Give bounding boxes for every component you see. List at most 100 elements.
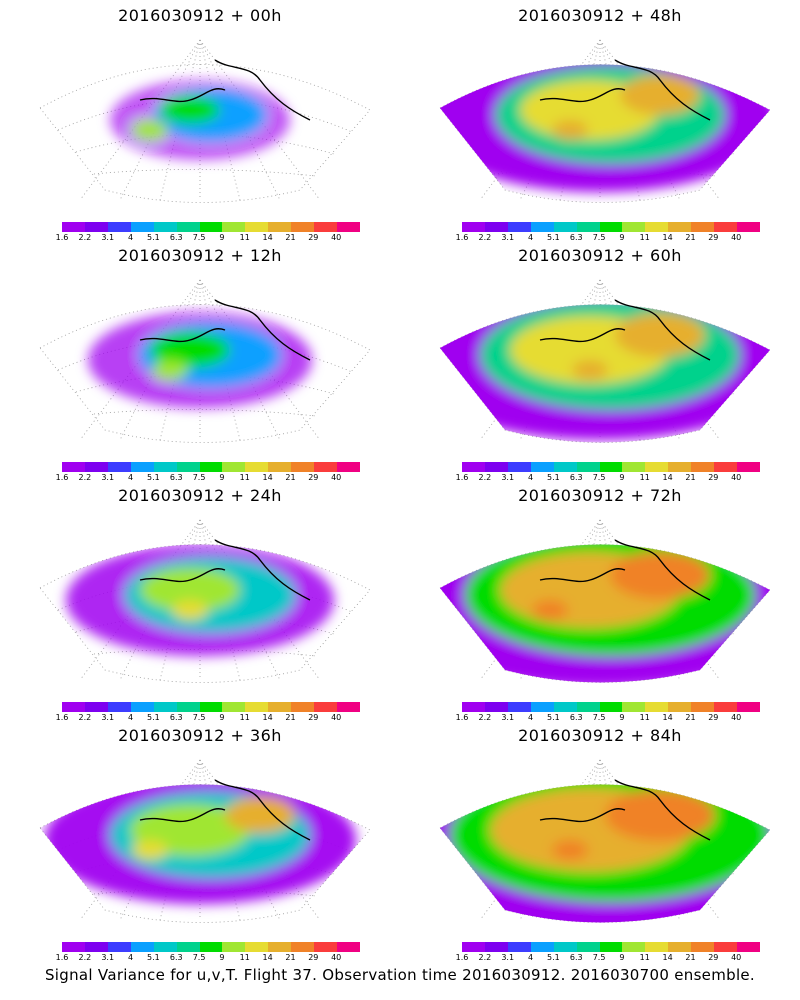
colorbar-label: 5.1 (147, 953, 160, 962)
colorbar-label: 1.6 (455, 233, 469, 242)
variance-map (439, 759, 771, 923)
colorbar-label: 29 (308, 473, 319, 482)
panel-title: 2016030912 + 24h (118, 486, 282, 505)
colorbar-swatch (153, 222, 177, 232)
colorbar-label: 6.3 (569, 713, 583, 722)
variance-map (439, 519, 771, 683)
colorbar-swatch (84, 222, 108, 232)
panel-title: 2016030912 + 00h (118, 6, 282, 25)
variance-map (39, 759, 371, 923)
coastline (539, 539, 711, 601)
colorbar-label: 7.5 (192, 473, 206, 482)
panel-title: 2016030912 + 72h (518, 486, 682, 505)
colorbar-label: 11 (639, 473, 650, 482)
colorbar-swatch (268, 702, 292, 712)
colorbar-swatch (622, 942, 646, 952)
colorbar-label: 4 (527, 953, 534, 962)
variance-map (439, 279, 771, 443)
colorbar-swatch (245, 942, 269, 952)
colorbar-label: 29 (708, 473, 719, 482)
colorbar-swatch (84, 462, 108, 472)
colorbar-label: 11 (239, 233, 250, 242)
colorbar-swatch (737, 702, 760, 712)
colorbar-label: 3.1 (501, 233, 515, 242)
colorbar-swatch (84, 702, 108, 712)
colorbar-label: 7.5 (592, 713, 606, 722)
colorbar-swatch (268, 222, 292, 232)
colorbar-label: 14 (662, 953, 673, 962)
colorbar-swatch (462, 462, 485, 472)
coastline (139, 779, 311, 841)
colorbar-swatch (645, 462, 669, 472)
colorbar-label: 4 (127, 473, 134, 482)
colorbar-swatch (314, 462, 338, 472)
colorbar (62, 702, 360, 712)
colorbar-swatch (176, 702, 200, 712)
coastline (539, 59, 711, 121)
colorbar-swatch (107, 942, 131, 952)
colorbar-swatch (599, 222, 623, 232)
colorbar-label: 40 (731, 233, 742, 242)
colorbar-label: 29 (708, 713, 719, 722)
colorbar-swatch (62, 222, 85, 232)
coastline (139, 59, 311, 121)
figure-caption: Signal Variance for u,v,T. Flight 37. Ob… (44, 966, 756, 984)
colorbar-swatch (130, 942, 154, 952)
colorbar-label: 40 (331, 473, 342, 482)
colorbar-swatch (668, 702, 692, 712)
colorbar-swatch (714, 702, 738, 712)
map-panel: 2016030912 + 60h 1.6 2.2 3.1 4 5.1 6.3 7.5 9 11 14… (400, 240, 800, 482)
colorbar-swatch (530, 942, 554, 952)
colorbar-swatch (668, 942, 692, 952)
colorbar (62, 222, 360, 232)
colorbar-label: 2.2 (78, 713, 92, 722)
colorbar-label: 11 (239, 713, 250, 722)
colorbar-swatch (291, 702, 315, 712)
colorbar-swatch (222, 222, 246, 232)
colorbar-swatch (84, 942, 108, 952)
colorbar-label: 3.1 (101, 473, 115, 482)
colorbar-label: 40 (331, 233, 342, 242)
colorbar-label: 3.1 (501, 953, 515, 962)
colorbar-label: 2.2 (78, 233, 92, 242)
colorbar-swatch (62, 462, 85, 472)
colorbar-label: 21 (285, 953, 296, 962)
colorbar-label: 6.3 (169, 233, 183, 242)
colorbar-swatch (668, 462, 692, 472)
colorbar-swatch (337, 702, 360, 712)
colorbar-swatch (199, 702, 223, 712)
colorbar-swatch (599, 702, 623, 712)
colorbar-labels: 1.6 2.2 3.1 4 5.1 6.3 7.5 9 11 14 21 29 40 (56, 713, 360, 723)
colorbar-swatch (314, 702, 338, 712)
colorbar-swatch (222, 942, 246, 952)
colorbar-label: 29 (708, 233, 719, 242)
colorbar-swatch (645, 942, 669, 952)
colorbar-swatch (62, 942, 85, 952)
colorbar-label: 9 (619, 233, 625, 242)
colorbar-swatch (714, 942, 738, 952)
colorbar-label: 14 (262, 713, 273, 722)
colorbar-label: 9 (219, 473, 225, 482)
colorbar-swatch (245, 462, 269, 472)
coastline (539, 299, 711, 361)
colorbar (462, 222, 760, 232)
colorbar-label: 4 (127, 713, 134, 722)
colorbar-labels: 1.6 2.2 3.1 4 5.1 6.3 7.5 9 11 14 21 29 40 (56, 953, 360, 963)
colorbar-label: 4 (527, 233, 534, 242)
colorbar-label: 5.1 (547, 473, 560, 482)
colorbar-swatch (553, 702, 577, 712)
colorbar-label: 2.2 (78, 473, 92, 482)
colorbar-label: 40 (731, 953, 742, 962)
colorbar-swatch (107, 702, 131, 712)
colorbar-label: 21 (685, 473, 696, 482)
colorbar-label: 7.5 (592, 953, 606, 962)
coastline (539, 779, 711, 841)
colorbar-swatch (576, 702, 600, 712)
colorbar-label: 5.1 (547, 713, 560, 722)
colorbar-swatch (337, 462, 360, 472)
colorbar-label: 11 (639, 953, 650, 962)
colorbar (462, 942, 760, 952)
colorbar-label: 14 (662, 713, 673, 722)
colorbar-label: 3.1 (101, 233, 115, 242)
colorbar-swatch (153, 942, 177, 952)
